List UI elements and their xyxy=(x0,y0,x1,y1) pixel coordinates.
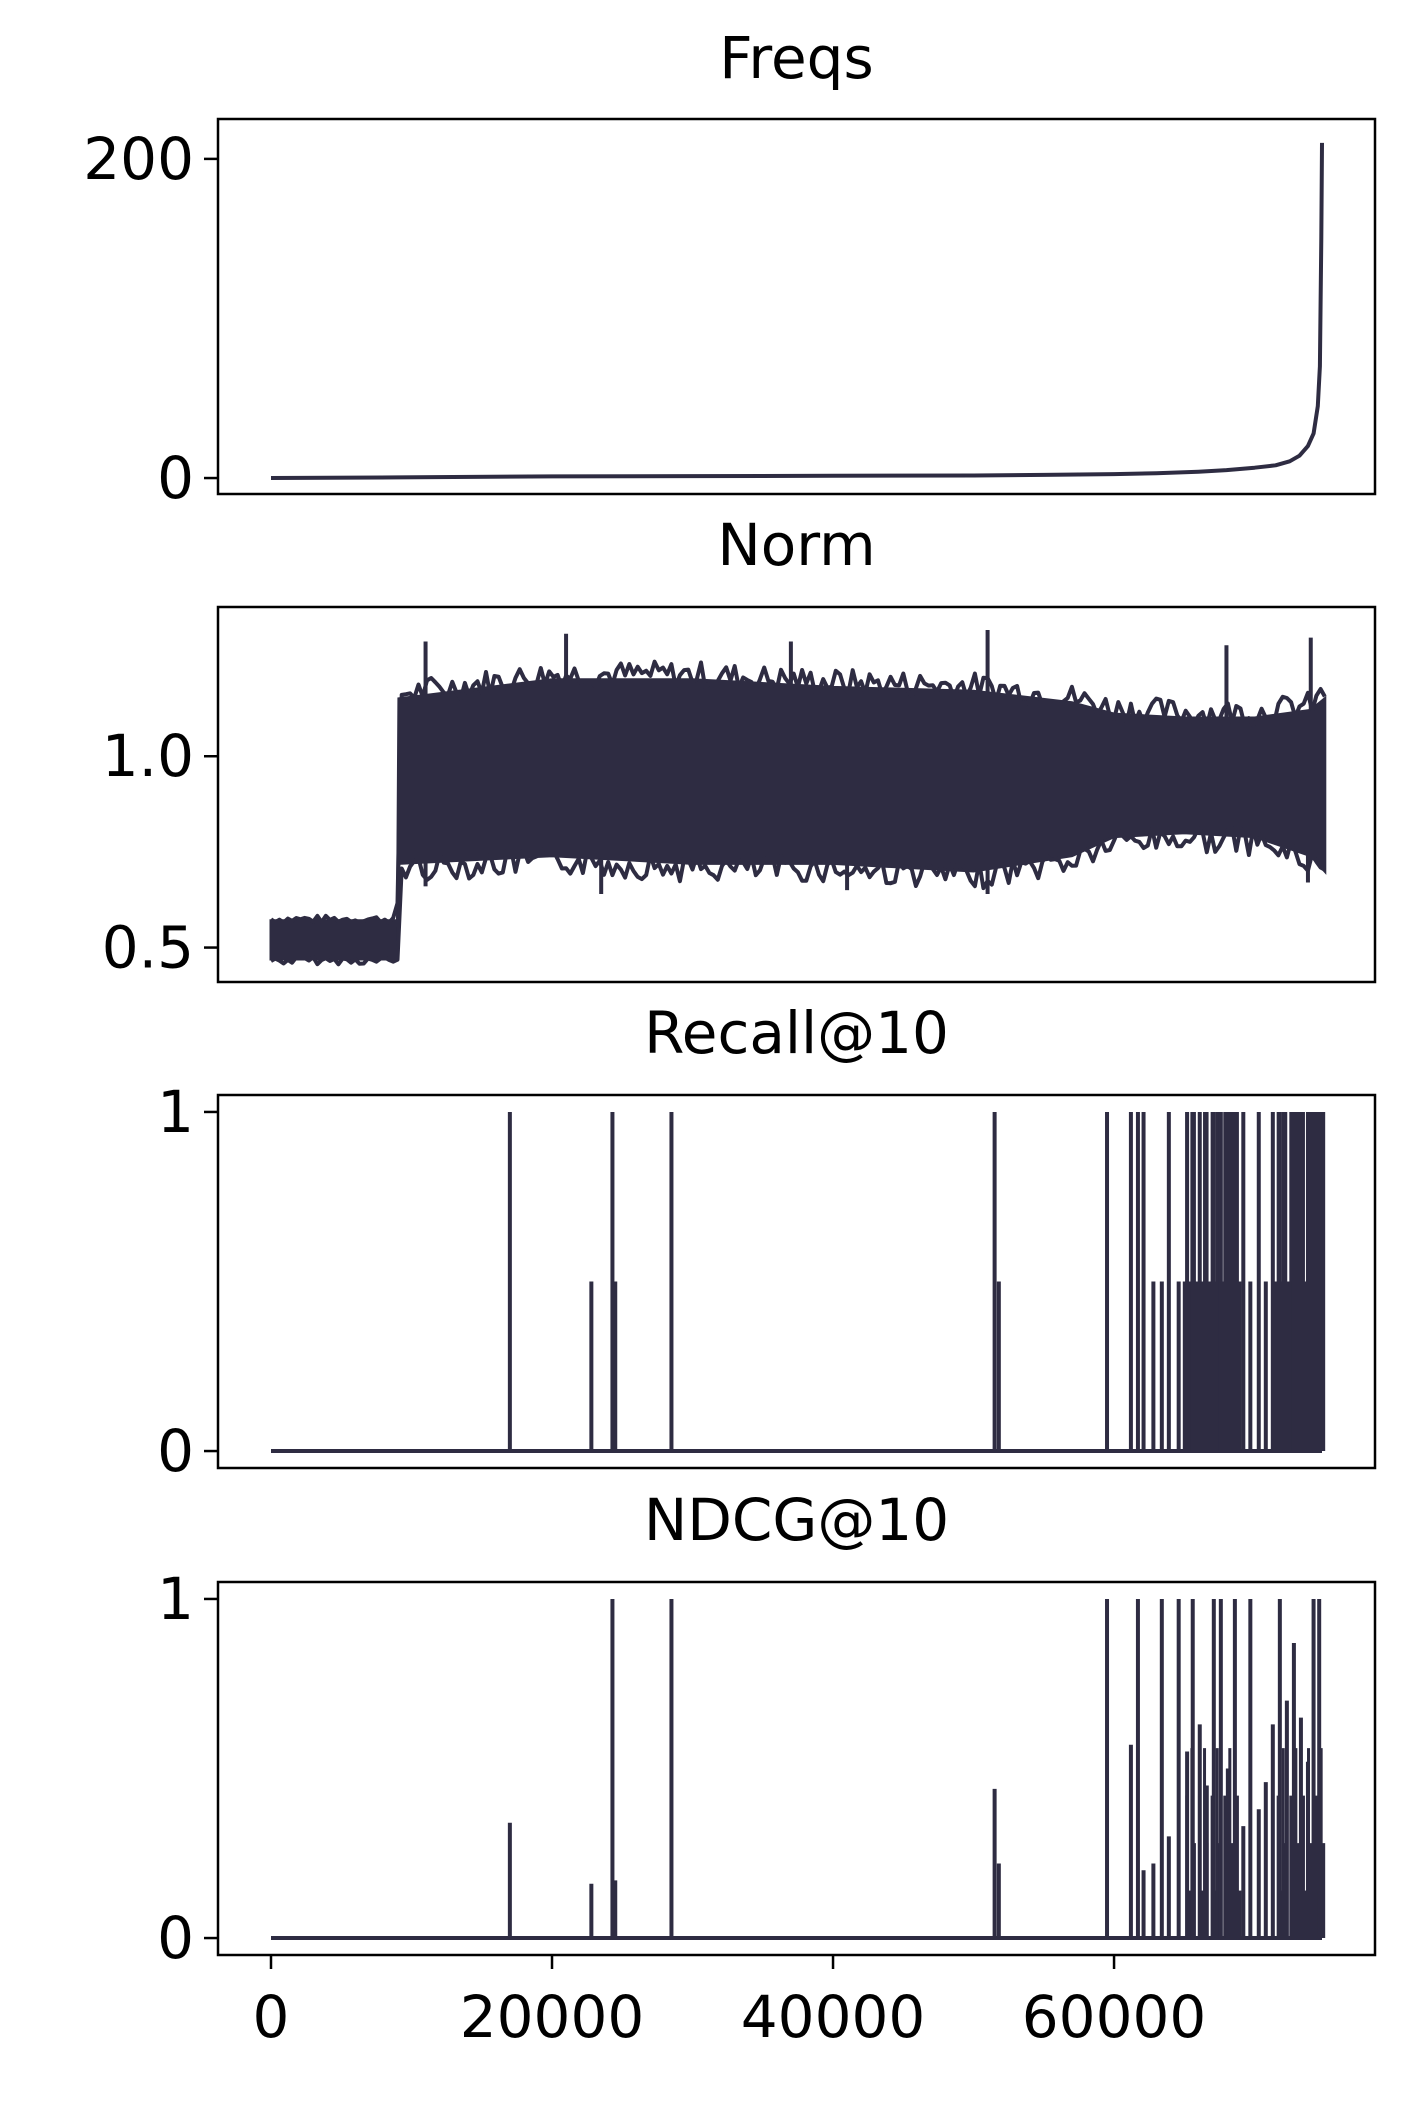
x-tick-label: 60000 xyxy=(1022,1983,1207,2051)
noise-bottom-edge xyxy=(270,825,1326,967)
x-tick-label: 40000 xyxy=(741,1983,926,2051)
panel-title: Freqs xyxy=(719,24,873,92)
series-path xyxy=(270,142,1324,480)
axes-frame xyxy=(216,605,1377,984)
y-tick-label: 1.0 xyxy=(102,722,194,790)
panel-2: Norm 0.5 1.0 xyxy=(102,511,1377,984)
axes-frame xyxy=(216,117,1377,496)
panel-title: Recall@10 xyxy=(644,999,949,1067)
series-line xyxy=(269,629,1327,967)
y-tick-label: 1 xyxy=(157,1565,194,1633)
y-tick-label: 1 xyxy=(157,1078,194,1146)
x-tick-label: 20000 xyxy=(460,1983,645,2051)
axes-frame xyxy=(216,1093,1377,1470)
y-tick-label: 0 xyxy=(157,444,194,512)
panel-1: Freqs 0 200 xyxy=(83,24,1377,512)
panel-title: Norm xyxy=(717,511,875,579)
series-line xyxy=(270,142,1324,480)
y-tick-label: 0 xyxy=(157,1417,194,1485)
panel-title: NDCG@10 xyxy=(644,1486,949,1554)
axes-frame xyxy=(216,1580,1377,1957)
y-tick-label: 200 xyxy=(83,125,194,193)
series-line xyxy=(271,1111,1326,1454)
y-tick-label: 0.5 xyxy=(102,914,194,982)
x-tick-label: 0 xyxy=(253,1983,290,2051)
series-line xyxy=(271,1598,1326,1941)
noise-top-edge xyxy=(269,659,1327,925)
noise-band xyxy=(269,678,1327,961)
panel-4: NDCG@10 0 1 0 20000 40000 60000 xyxy=(157,1486,1377,2051)
y-tick-label: 0 xyxy=(157,1904,194,1972)
panel-3: Recall@10 0 1 xyxy=(157,999,1377,1485)
